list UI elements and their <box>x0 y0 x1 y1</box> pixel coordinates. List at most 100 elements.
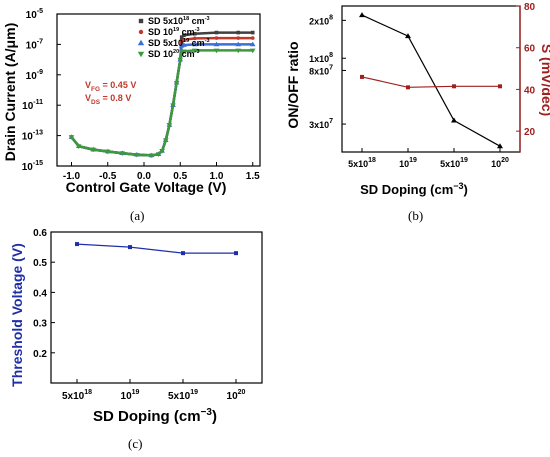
chart-a-legend-label: SD 1020 cm-3 <box>148 49 200 59</box>
chart-a-point <box>213 41 220 47</box>
chart-a-y-tick-label-base: 10 <box>26 10 38 21</box>
chart-a-legend-marker <box>138 18 144 24</box>
chart-c-frame <box>50 231 263 384</box>
chart-b-point <box>497 143 503 149</box>
chart-b-yl-tick-label: 1x108 <box>309 52 333 64</box>
chart-b-point <box>405 33 411 39</box>
chart-a-legend-unit_exp: -3 <box>205 38 210 44</box>
chart-a-y-tick-label-sup: -7 <box>37 38 43 45</box>
chart-b-yl-tick-label-sup: 8 <box>329 52 333 59</box>
chart-a-annotation-base: V <box>85 80 91 90</box>
chart-c-point <box>128 245 132 250</box>
chart-a-annotation-sub: FG <box>91 86 100 93</box>
chart-a-y-tick-label: 10-5 <box>26 8 43 21</box>
chart-a-annotation-0: VFG = 0.45 V <box>85 80 136 93</box>
chart-a-point <box>249 41 256 47</box>
chart-c-y-tick-label: 0.4 <box>33 288 47 299</box>
chart-c-series-line-0 <box>76 243 236 254</box>
chart-a-legend-name: SD 5x10 <box>148 38 183 48</box>
chart-b-yl-tick-label-sup: 8 <box>329 14 333 21</box>
chart-b-point <box>359 12 365 18</box>
chart-a-point <box>236 30 241 35</box>
chart-a-point <box>155 152 162 157</box>
chart-a-annotation-1: VDS = 0.8 V <box>85 93 131 106</box>
chart-b-yr-tick-label: 40 <box>524 85 536 96</box>
chart-b-x-tick-label-sup: 19 <box>409 157 417 164</box>
chart-a-y-tick-label-base: 10 <box>26 40 38 51</box>
chart-a-y-tick-label: 10-15 <box>22 160 43 173</box>
chart-a-legend-unit_exp: -3 <box>205 16 210 22</box>
chart-a-y-tick-label-base: 10 <box>26 71 38 82</box>
chart-a-point <box>159 149 165 154</box>
chart-c-x-tick-label-base: 5x10 <box>62 391 85 402</box>
chart-b-yr-tick-label: 20 <box>524 127 536 138</box>
chart-b-point <box>406 85 410 90</box>
chart-a-y-tick-label-base: 10 <box>22 162 34 173</box>
chart-a-point <box>90 147 97 153</box>
chart-a-legend-unit_exp: -3 <box>195 49 200 55</box>
chart-b-yl-tick-label-sup: 7 <box>329 118 333 125</box>
chart-a-point <box>181 49 187 55</box>
chart-c-x-tick-label: 1019 <box>121 389 140 402</box>
chart-a-point <box>170 103 176 108</box>
chart-b-yl-tick-label-base: 2x10 <box>309 16 329 26</box>
chart-a-legend-exp: 19 <box>173 27 179 33</box>
chart-b-x-tick-label-base: 10 <box>491 159 501 169</box>
chart-a-point <box>191 48 198 54</box>
chart-a-point <box>75 144 82 150</box>
chart-b-point <box>498 84 502 89</box>
chart-b-x-tick-label-sup: 18 <box>368 157 376 164</box>
chart-b-series-line-0 <box>361 14 501 147</box>
chart-a-y-tick-label: 10-13 <box>22 130 43 143</box>
chart-a-point <box>191 41 198 47</box>
chart-a-x-tick-label: -0.5 <box>99 171 117 182</box>
chart-b: ON/OFF ratio S (mV/dec) SD Doping (cm−3)… <box>285 2 550 197</box>
chart-a-annotation-base: V <box>85 93 91 103</box>
chart-a-y-tick-label: 10-9 <box>26 69 43 82</box>
chart-a-legend-exp: 18 <box>183 16 189 22</box>
chart-b-ylabel-left: ON/OFF ratio <box>285 41 301 128</box>
chart-b-point <box>360 74 364 79</box>
chart-b-ylabel-right: S (mV/dec) <box>539 44 550 116</box>
chart-c-y-tick-label: 0.3 <box>33 319 47 330</box>
chart-c-x-tick-label-sup: 20 <box>238 389 246 396</box>
chart-a: Drain Current (A/μm) Control Gate Voltag… <box>2 8 261 195</box>
chart-a-point <box>192 36 197 41</box>
chart-b-series-line-1 <box>361 76 500 88</box>
chart-a-x-tick-label: 0.5 <box>173 171 187 182</box>
chart-a-y-tick-label-sup: -11 <box>33 99 43 106</box>
chart-a-point <box>162 138 169 143</box>
caption-a: (a) <box>130 208 145 223</box>
caption-c: (c) <box>128 436 143 451</box>
chart-a-legend-marker <box>137 51 145 58</box>
chart-c-x-tick-label-base: 10 <box>227 391 239 402</box>
chart-a-point <box>179 35 184 39</box>
chart-b-x-tick-label: 5x1019 <box>440 157 468 169</box>
chart-a-legend-label: SD 1019 cm-3 <box>148 27 200 37</box>
chart-a-y-tick-label-sup: -15 <box>33 160 43 167</box>
chart-b-yl-tick-label-base: 1x10 <box>309 54 329 64</box>
chart-c-x-tick-label-sup: 18 <box>84 389 92 396</box>
chart-a-xlabel: Control Gate Voltage (V) <box>66 179 227 195</box>
chart-a-y-tick-label-sup: -9 <box>37 69 43 76</box>
chart-a-legend-marker <box>137 39 145 46</box>
chart-c-point <box>234 251 238 256</box>
chart-a-x-tick-label: -1.0 <box>63 171 81 182</box>
chart-b-xlabel: SD Doping (cm−3) <box>360 181 468 197</box>
chart-a-legend-unit: cm <box>189 16 205 26</box>
chart-c-y-tick-label: 0.6 <box>33 228 47 239</box>
chart-a-frame <box>56 13 261 167</box>
chart-c-xlabel: SD Doping (cm−3) <box>93 407 217 425</box>
chart-c-y-tick-label: 0.5 <box>33 258 47 269</box>
chart-a-x-tick-label: 1.5 <box>246 171 260 182</box>
chart-a-point <box>235 41 242 47</box>
chart-a-annotation-rest: = 0.45 V <box>100 80 136 90</box>
chart-a-point <box>182 33 186 38</box>
chart-a-point <box>192 31 197 36</box>
chart-c-point <box>181 251 185 256</box>
chart-a-legend-unit_exp: -3 <box>195 27 200 33</box>
chart-c-x-tick-label: 1020 <box>227 389 246 402</box>
chart-a-y-tick-label-sup: -5 <box>37 8 43 15</box>
chart-b-yl-tick-label: 8x107 <box>309 64 333 76</box>
chart-c-x-tick-label-sup: 19 <box>190 389 198 396</box>
